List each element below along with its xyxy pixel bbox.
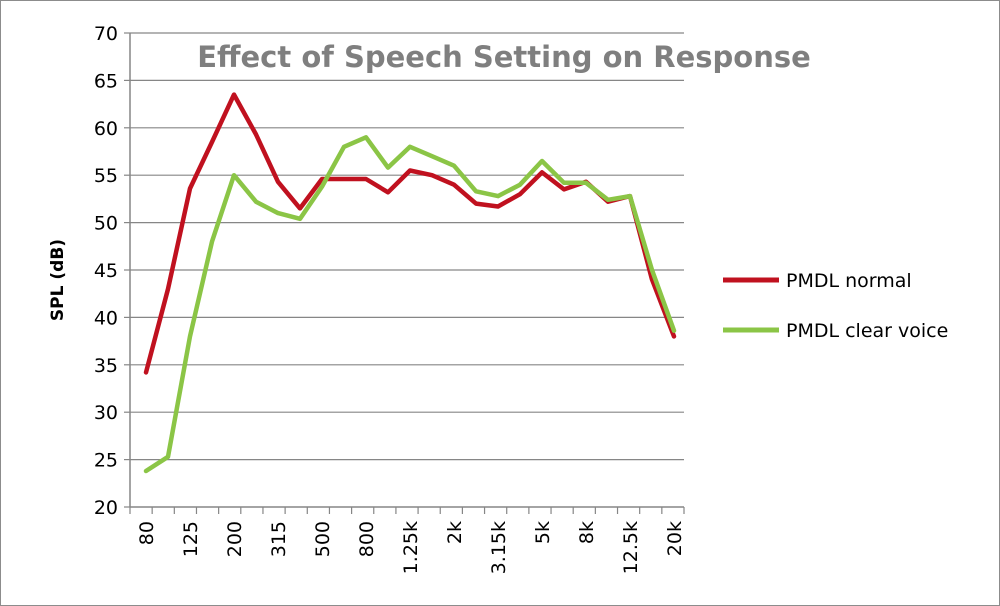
x-tick-label: 20k	[664, 521, 686, 556]
gridlines	[130, 32, 684, 461]
x-tick-label: 1.25k	[400, 521, 422, 574]
x-tick-label: 3.15k	[488, 521, 510, 574]
y-tick-label: 30	[94, 402, 118, 424]
x-tick-label: 125	[180, 521, 202, 557]
y-tick-label: 45	[94, 260, 118, 282]
x-tick-label: 800	[356, 521, 378, 557]
y-tick-label: 70	[94, 23, 118, 45]
x-tick-label: 8k	[576, 521, 598, 544]
y-axis-ticks: 20 25 30 35 40 45 50 55 60 65 70	[94, 23, 130, 519]
y-tick-label: 60	[94, 118, 118, 140]
x-tick-label: 2k	[444, 521, 466, 544]
series-line-pmdl-clear-voice	[143, 135, 677, 474]
x-tick-label: 315	[268, 521, 290, 557]
chart-title: Effect of Speech Setting on Response	[197, 40, 811, 74]
y-tick-label: 55	[94, 165, 118, 187]
legend-label: PMDL clear voice	[786, 320, 948, 342]
x-tick-label: 500	[312, 521, 334, 557]
x-tick-label: 5k	[532, 521, 554, 544]
y-tick-label: 35	[94, 355, 118, 377]
y-tick-label: 40	[94, 307, 118, 329]
legend: PMDL normal PMDL clear voice	[723, 270, 948, 342]
legend-label: PMDL normal	[786, 270, 912, 292]
x-axis-ticks: 80 125 200 315 500 800 1.25k 2k 3.15k 5k 8k 12.5k 20…	[129, 507, 686, 574]
y-tick-label: 25	[94, 450, 118, 472]
y-tick-label: 65	[94, 70, 118, 92]
x-tick-label: 12.5k	[620, 521, 642, 574]
y-tick-label: 20	[94, 497, 118, 519]
y-tick-label: 50	[94, 213, 118, 235]
y-axis-label: SPL (dB)	[48, 239, 68, 321]
x-tick-label: 200	[224, 521, 246, 557]
series-line-pmdl-normal	[143, 92, 677, 375]
x-tick-label: 80	[136, 521, 158, 545]
series-lines	[143, 92, 677, 474]
